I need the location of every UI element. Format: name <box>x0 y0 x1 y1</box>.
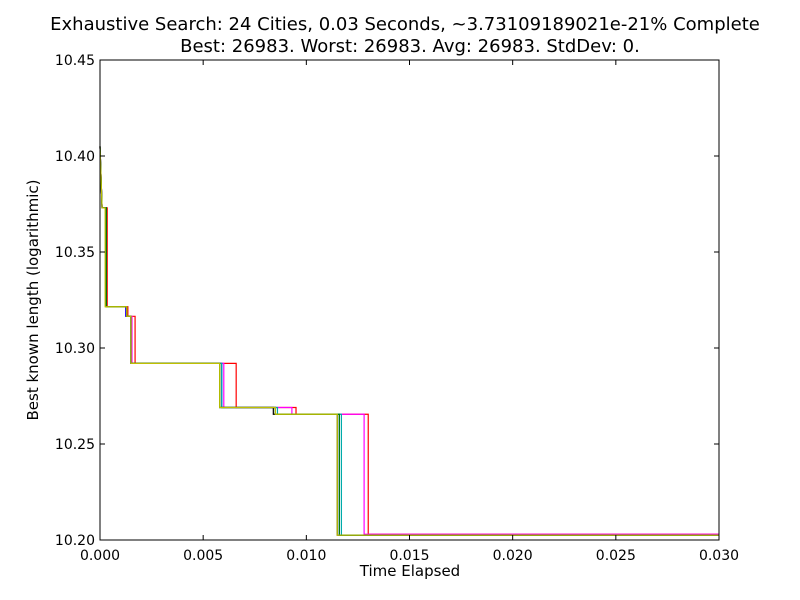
series-line-2 <box>99 146 719 536</box>
x-tick-label-0: 0.000 <box>80 548 120 564</box>
series-line-6 <box>99 146 719 536</box>
y-tick-label-4: 10.40 <box>55 149 95 165</box>
chart-subtitle: Best: 26983. Worst: 26983. Avg: 26983. S… <box>180 36 640 57</box>
y-tick-label-1: 10.25 <box>55 437 95 453</box>
series-line-1 <box>99 146 719 535</box>
x-axis-label: Time Elapsed <box>359 562 460 580</box>
ticks-layer: 0.000 0.005 0.010 0.015 0.020 0.025 0.030 10.20… <box>55 53 739 564</box>
chart-title: Exhaustive Search: 24 Cities, 0.03 Secon… <box>50 14 760 35</box>
x-tick-label-1: 0.005 <box>183 548 223 564</box>
plot-frame <box>99 59 720 541</box>
y-tick-label-0: 10.20 <box>55 533 95 549</box>
series-line-0 <box>99 146 719 535</box>
series-layer <box>99 146 719 536</box>
x-tick-label-6: 0.030 <box>699 548 739 564</box>
y-axis-label: Best known length (logarithmic) <box>24 180 42 421</box>
x-tick-label-2: 0.010 <box>286 548 326 564</box>
series-line-5 <box>99 146 719 536</box>
series-line-3 <box>99 146 719 536</box>
y-tick-label-3: 10.35 <box>55 245 95 261</box>
x-tick-label-4: 0.020 <box>493 548 533 564</box>
series-line-4 <box>99 146 719 536</box>
y-tick-label-5: 10.45 <box>55 53 95 69</box>
x-tick-label-5: 0.025 <box>596 548 636 564</box>
y-tick-label-2: 10.30 <box>55 341 95 357</box>
x-tick-label-3: 0.015 <box>389 548 429 564</box>
